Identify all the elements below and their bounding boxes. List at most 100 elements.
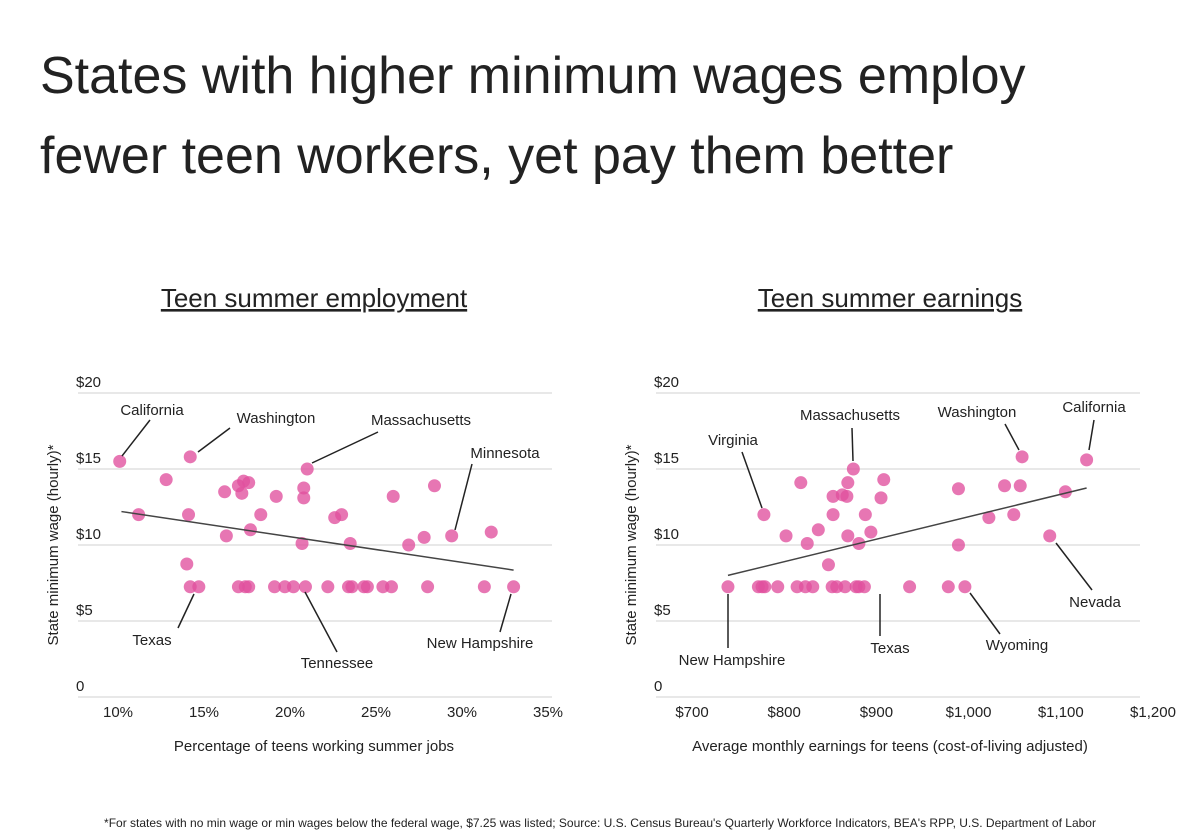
point	[874, 491, 888, 505]
x-tick-label: $800	[768, 704, 801, 721]
point	[1043, 529, 1057, 543]
annotation: Wyoming	[986, 637, 1048, 654]
annotation: Tennessee	[301, 655, 374, 672]
x-tick-label: 35%	[533, 704, 563, 721]
point	[421, 580, 435, 594]
x-tick-label: $1,200	[1130, 704, 1176, 721]
annotation: California	[1062, 399, 1126, 416]
annotation-leader	[1004, 423, 1020, 451]
x-axis-title: Average monthly earnings for teens (cost…	[692, 738, 1088, 755]
point	[507, 580, 521, 594]
point	[335, 508, 349, 522]
point	[286, 580, 300, 594]
point	[951, 482, 965, 496]
x-axis-title: Percentage of teens working summer jobs	[174, 738, 454, 755]
annotation-leader	[454, 463, 473, 531]
point	[242, 476, 256, 490]
point	[360, 580, 374, 594]
y-tick-label: 0	[654, 678, 662, 695]
point	[864, 525, 878, 539]
y-tick-label: $20	[76, 374, 101, 391]
point	[180, 557, 194, 571]
annotation: Massachusetts	[371, 412, 471, 429]
point	[721, 580, 735, 594]
point	[757, 508, 771, 522]
point	[1007, 508, 1021, 522]
point	[254, 508, 268, 522]
annotation-leader	[177, 593, 195, 629]
point	[800, 536, 814, 550]
y-tick-label: $10	[76, 526, 101, 543]
point	[877, 473, 891, 487]
y-tick-label: $5	[654, 602, 671, 619]
point	[806, 580, 820, 594]
point	[1058, 485, 1072, 499]
annotation-leader	[969, 592, 1001, 635]
point	[794, 476, 808, 490]
annotation: California	[120, 402, 184, 419]
point	[297, 481, 311, 495]
x-tick-label: 30%	[447, 704, 477, 721]
point	[779, 529, 793, 543]
point	[218, 485, 232, 499]
point	[268, 580, 282, 594]
y-axis-title: State minimum wage (hourly)*	[45, 444, 62, 645]
y-tick-label: $15	[76, 450, 101, 467]
point	[300, 462, 314, 476]
annotation: Texas	[132, 632, 171, 649]
annotation: New Hampshire	[427, 635, 534, 652]
point	[758, 580, 772, 594]
point	[243, 523, 257, 537]
y-tick-label: $20	[654, 374, 679, 391]
annotation-leader	[311, 431, 379, 464]
point	[343, 536, 357, 550]
point	[1013, 479, 1027, 493]
annotation: Nevada	[1069, 594, 1121, 611]
point	[242, 580, 256, 594]
x-tick-label: 25%	[361, 704, 391, 721]
x-tick-label: $700	[675, 704, 708, 721]
point	[159, 473, 173, 487]
chart-title: Teen summer employment	[161, 283, 468, 313]
trend-line	[121, 510, 514, 571]
y-tick-label: $15	[654, 450, 679, 467]
y-tick-label: 0	[76, 678, 84, 695]
point	[113, 454, 127, 468]
point	[840, 489, 854, 503]
x-tick-label: 10%	[103, 704, 133, 721]
point	[951, 538, 965, 552]
y-tick-label: $10	[654, 526, 679, 543]
annotation: Massachusetts	[800, 407, 900, 424]
point	[811, 523, 825, 537]
x-tick-label: 20%	[275, 704, 305, 721]
annotation: Washington	[938, 404, 1017, 421]
point	[821, 558, 835, 572]
point	[857, 580, 871, 594]
footnote: *For states with no min wage or min wage…	[104, 816, 1096, 830]
point	[998, 479, 1012, 493]
point	[386, 489, 400, 503]
point	[297, 491, 311, 505]
annotation-leader	[1088, 419, 1095, 451]
point	[982, 511, 996, 525]
charts: Teen summer employment Percentage of teen…	[45, 283, 1176, 755]
y-tick-label: $5	[76, 602, 93, 619]
x-tick-label: $1,000	[946, 704, 992, 721]
point	[445, 529, 459, 543]
point	[841, 476, 855, 490]
x-tick-label: $1,100	[1038, 704, 1084, 721]
x-tick-label: 15%	[189, 704, 219, 721]
point	[941, 580, 955, 594]
annotation: Washington	[237, 410, 316, 427]
point	[345, 580, 359, 594]
annotation: Texas	[870, 640, 909, 657]
point	[235, 486, 249, 500]
point	[958, 580, 972, 594]
point	[838, 580, 852, 594]
point	[846, 462, 860, 476]
point	[384, 580, 398, 594]
point	[298, 580, 312, 594]
point	[269, 489, 283, 503]
annotation: Virginia	[708, 432, 758, 449]
point	[477, 580, 491, 594]
